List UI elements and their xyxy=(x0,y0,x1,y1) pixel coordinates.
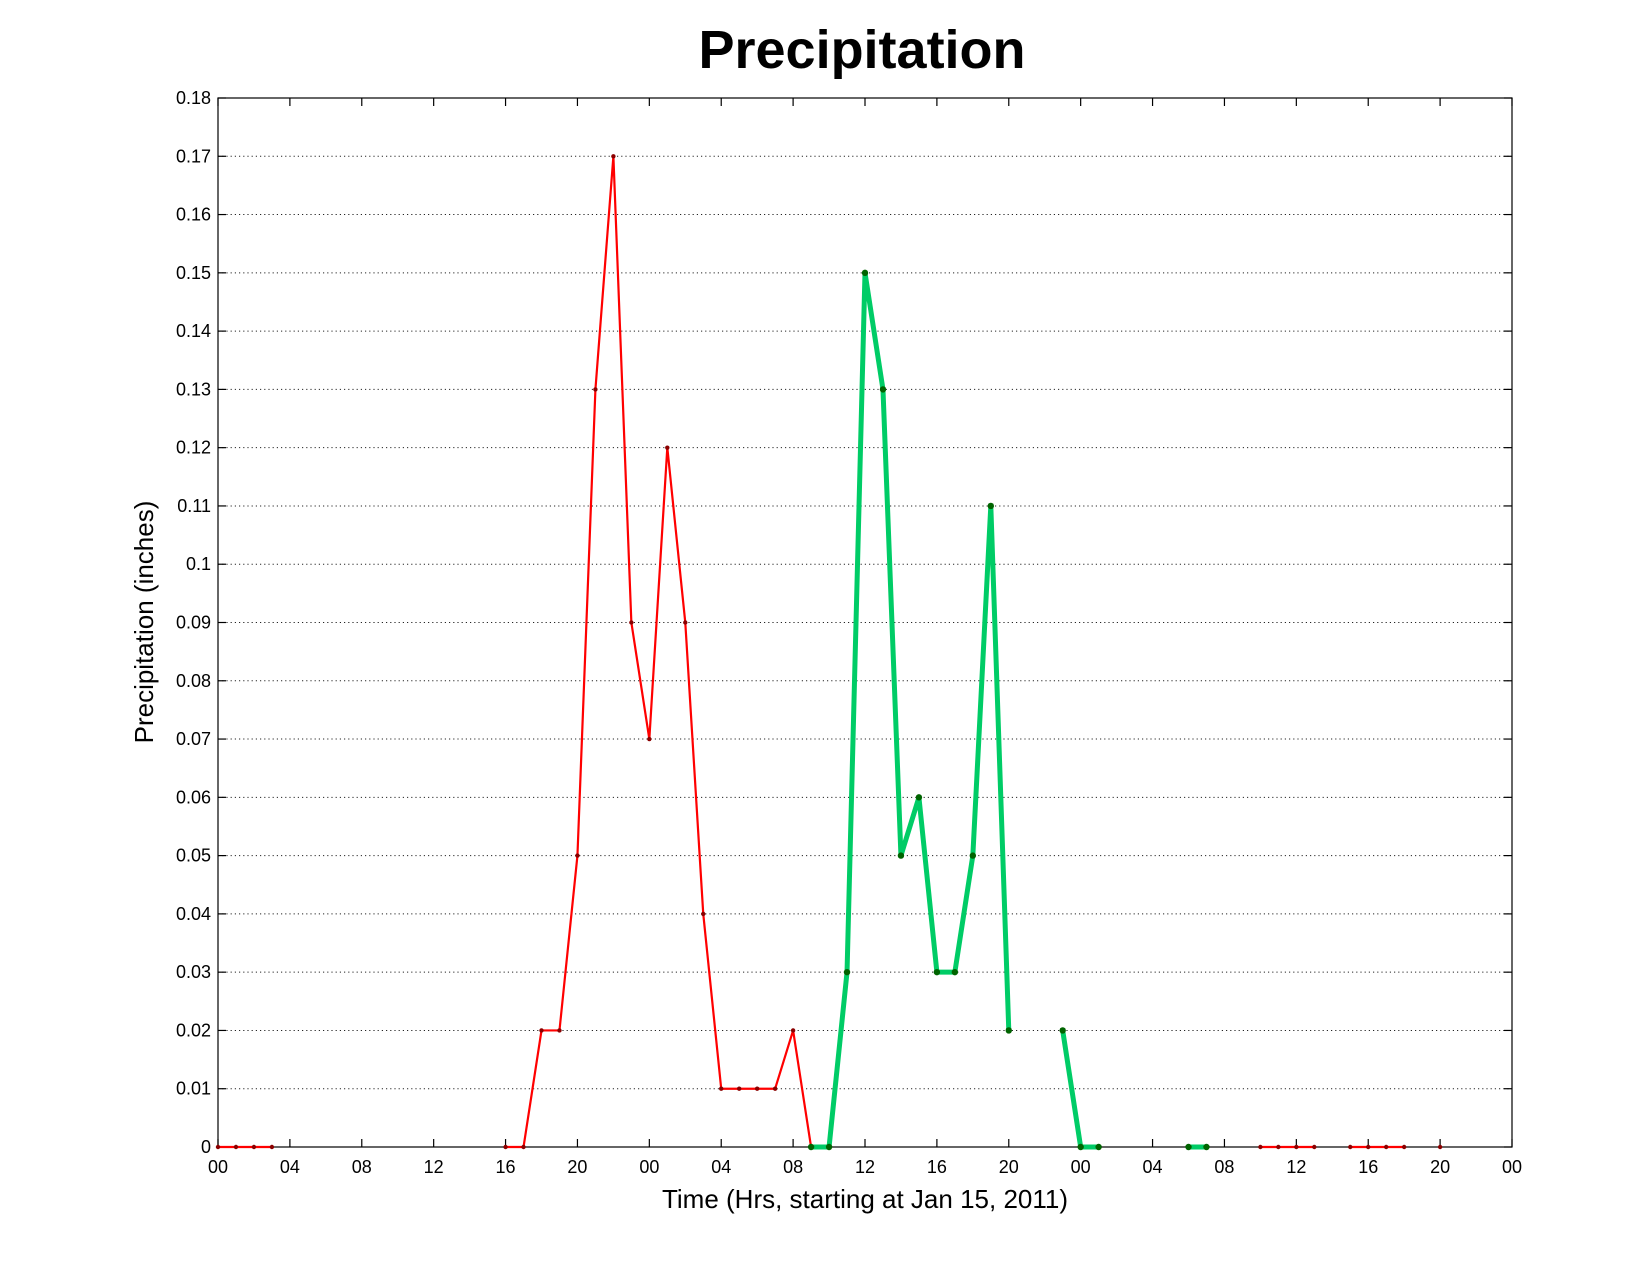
data-point xyxy=(951,968,959,976)
x-tick-label: 08 xyxy=(783,1157,803,1177)
data-point xyxy=(736,1086,742,1091)
data-point xyxy=(987,502,995,510)
data-point xyxy=(1185,1143,1192,1151)
data-point xyxy=(1203,1143,1210,1151)
data-point xyxy=(719,1086,724,1091)
data-point xyxy=(915,794,923,801)
y-tick-label: 0.01 xyxy=(176,1079,211,1099)
x-tick-label: 20 xyxy=(1430,1157,1450,1177)
y-tick-label: 0.16 xyxy=(176,205,211,225)
y-tick-label: 0.09 xyxy=(176,613,211,633)
y-tick-label: 0.11 xyxy=(177,496,211,516)
y-tick-label: 0 xyxy=(201,1137,211,1157)
data-point xyxy=(861,269,869,277)
y-tick-label: 0.05 xyxy=(176,846,211,866)
data-point xyxy=(1437,1144,1443,1150)
data-point xyxy=(611,154,616,159)
data-point xyxy=(933,968,941,976)
data-point xyxy=(1077,1143,1084,1151)
data-point xyxy=(1095,1143,1102,1151)
data-point xyxy=(539,1028,544,1033)
data-point xyxy=(1005,1027,1012,1034)
data-point xyxy=(1401,1144,1407,1150)
data-point xyxy=(1294,1144,1299,1150)
x-tick-label: 00 xyxy=(208,1157,228,1177)
data-point xyxy=(879,386,887,393)
series-line xyxy=(1060,1027,1102,1150)
data-point xyxy=(593,387,598,392)
y-tick-label: 0.03 xyxy=(176,962,211,982)
y-axis-label: Precipitation (inches) xyxy=(129,501,159,744)
x-tick-label: 04 xyxy=(1143,1157,1163,1177)
y-tick-label: 0.04 xyxy=(176,904,211,924)
x-tick-label: 08 xyxy=(1214,1157,1234,1177)
y-tick-label: 0.18 xyxy=(176,88,211,108)
data-point xyxy=(969,852,977,859)
x-tick-label: 08 xyxy=(352,1157,372,1177)
y-tick-label: 0.02 xyxy=(176,1020,211,1040)
data-point xyxy=(825,1143,833,1151)
data-point xyxy=(807,1143,815,1151)
x-tick-label: 12 xyxy=(1286,1157,1306,1177)
series-2 xyxy=(807,269,1210,1151)
data-point xyxy=(215,1144,221,1150)
y-tick-label: 0.06 xyxy=(176,787,211,807)
data-point xyxy=(557,1028,562,1033)
data-point xyxy=(503,1144,508,1150)
data-point xyxy=(647,736,652,742)
y-tick-label: 0.1 xyxy=(186,554,211,574)
x-tick-label: 16 xyxy=(1358,1157,1378,1177)
data-point xyxy=(1258,1144,1263,1150)
x-tick-label: 16 xyxy=(927,1157,947,1177)
y-tick-label: 0.12 xyxy=(176,438,211,458)
data-point xyxy=(754,1086,760,1091)
data-point xyxy=(1276,1144,1281,1150)
x-tick-label: 00 xyxy=(1071,1157,1091,1177)
data-series xyxy=(215,154,1443,1151)
y-tick-label: 0.07 xyxy=(176,729,211,749)
data-point xyxy=(1348,1144,1353,1150)
data-point xyxy=(269,1144,275,1150)
data-point xyxy=(575,853,580,858)
y-tick-label: 0.14 xyxy=(176,321,211,341)
data-point xyxy=(521,1144,526,1150)
data-point xyxy=(251,1144,257,1150)
data-point xyxy=(772,1086,778,1091)
x-tick-label: 04 xyxy=(280,1157,300,1177)
data-point xyxy=(1059,1027,1066,1034)
data-point xyxy=(790,1028,796,1033)
x-axis-label: Time (Hrs, starting at Jan 15, 2011) xyxy=(662,1184,1068,1214)
y-tick-label: 0.08 xyxy=(176,671,211,691)
data-point xyxy=(1312,1144,1317,1150)
data-point xyxy=(683,620,688,625)
x-tick-label: 16 xyxy=(496,1157,516,1177)
data-point xyxy=(843,968,851,976)
data-point xyxy=(665,445,670,450)
x-tick-label: 04 xyxy=(711,1157,731,1177)
x-tick-label: 20 xyxy=(567,1157,587,1177)
x-tick-label: 12 xyxy=(424,1157,444,1177)
data-point xyxy=(1366,1144,1371,1150)
x-tick-label: 00 xyxy=(639,1157,659,1177)
series-1 xyxy=(215,154,1443,1150)
chart-title: Precipitation xyxy=(698,20,1025,80)
x-tick-label: 12 xyxy=(855,1157,875,1177)
data-point xyxy=(233,1144,239,1150)
y-tick-label: 0.17 xyxy=(176,146,211,166)
x-tick-label: 20 xyxy=(999,1157,1019,1177)
y-tick-label: 0.13 xyxy=(176,379,211,399)
data-point xyxy=(629,620,634,625)
x-tick-label: 00 xyxy=(1502,1157,1522,1177)
data-point xyxy=(1383,1144,1389,1150)
series-line xyxy=(504,155,813,1149)
data-point xyxy=(897,852,905,859)
axis-ticks: 0 0.01 0.02 0.03 0.04 0.05 0.06 0.07 0.08 0.09 0.1… xyxy=(176,88,1522,1177)
y-tick-label: 0.15 xyxy=(176,263,211,283)
data-point xyxy=(701,911,706,917)
series-line xyxy=(808,270,1012,1150)
